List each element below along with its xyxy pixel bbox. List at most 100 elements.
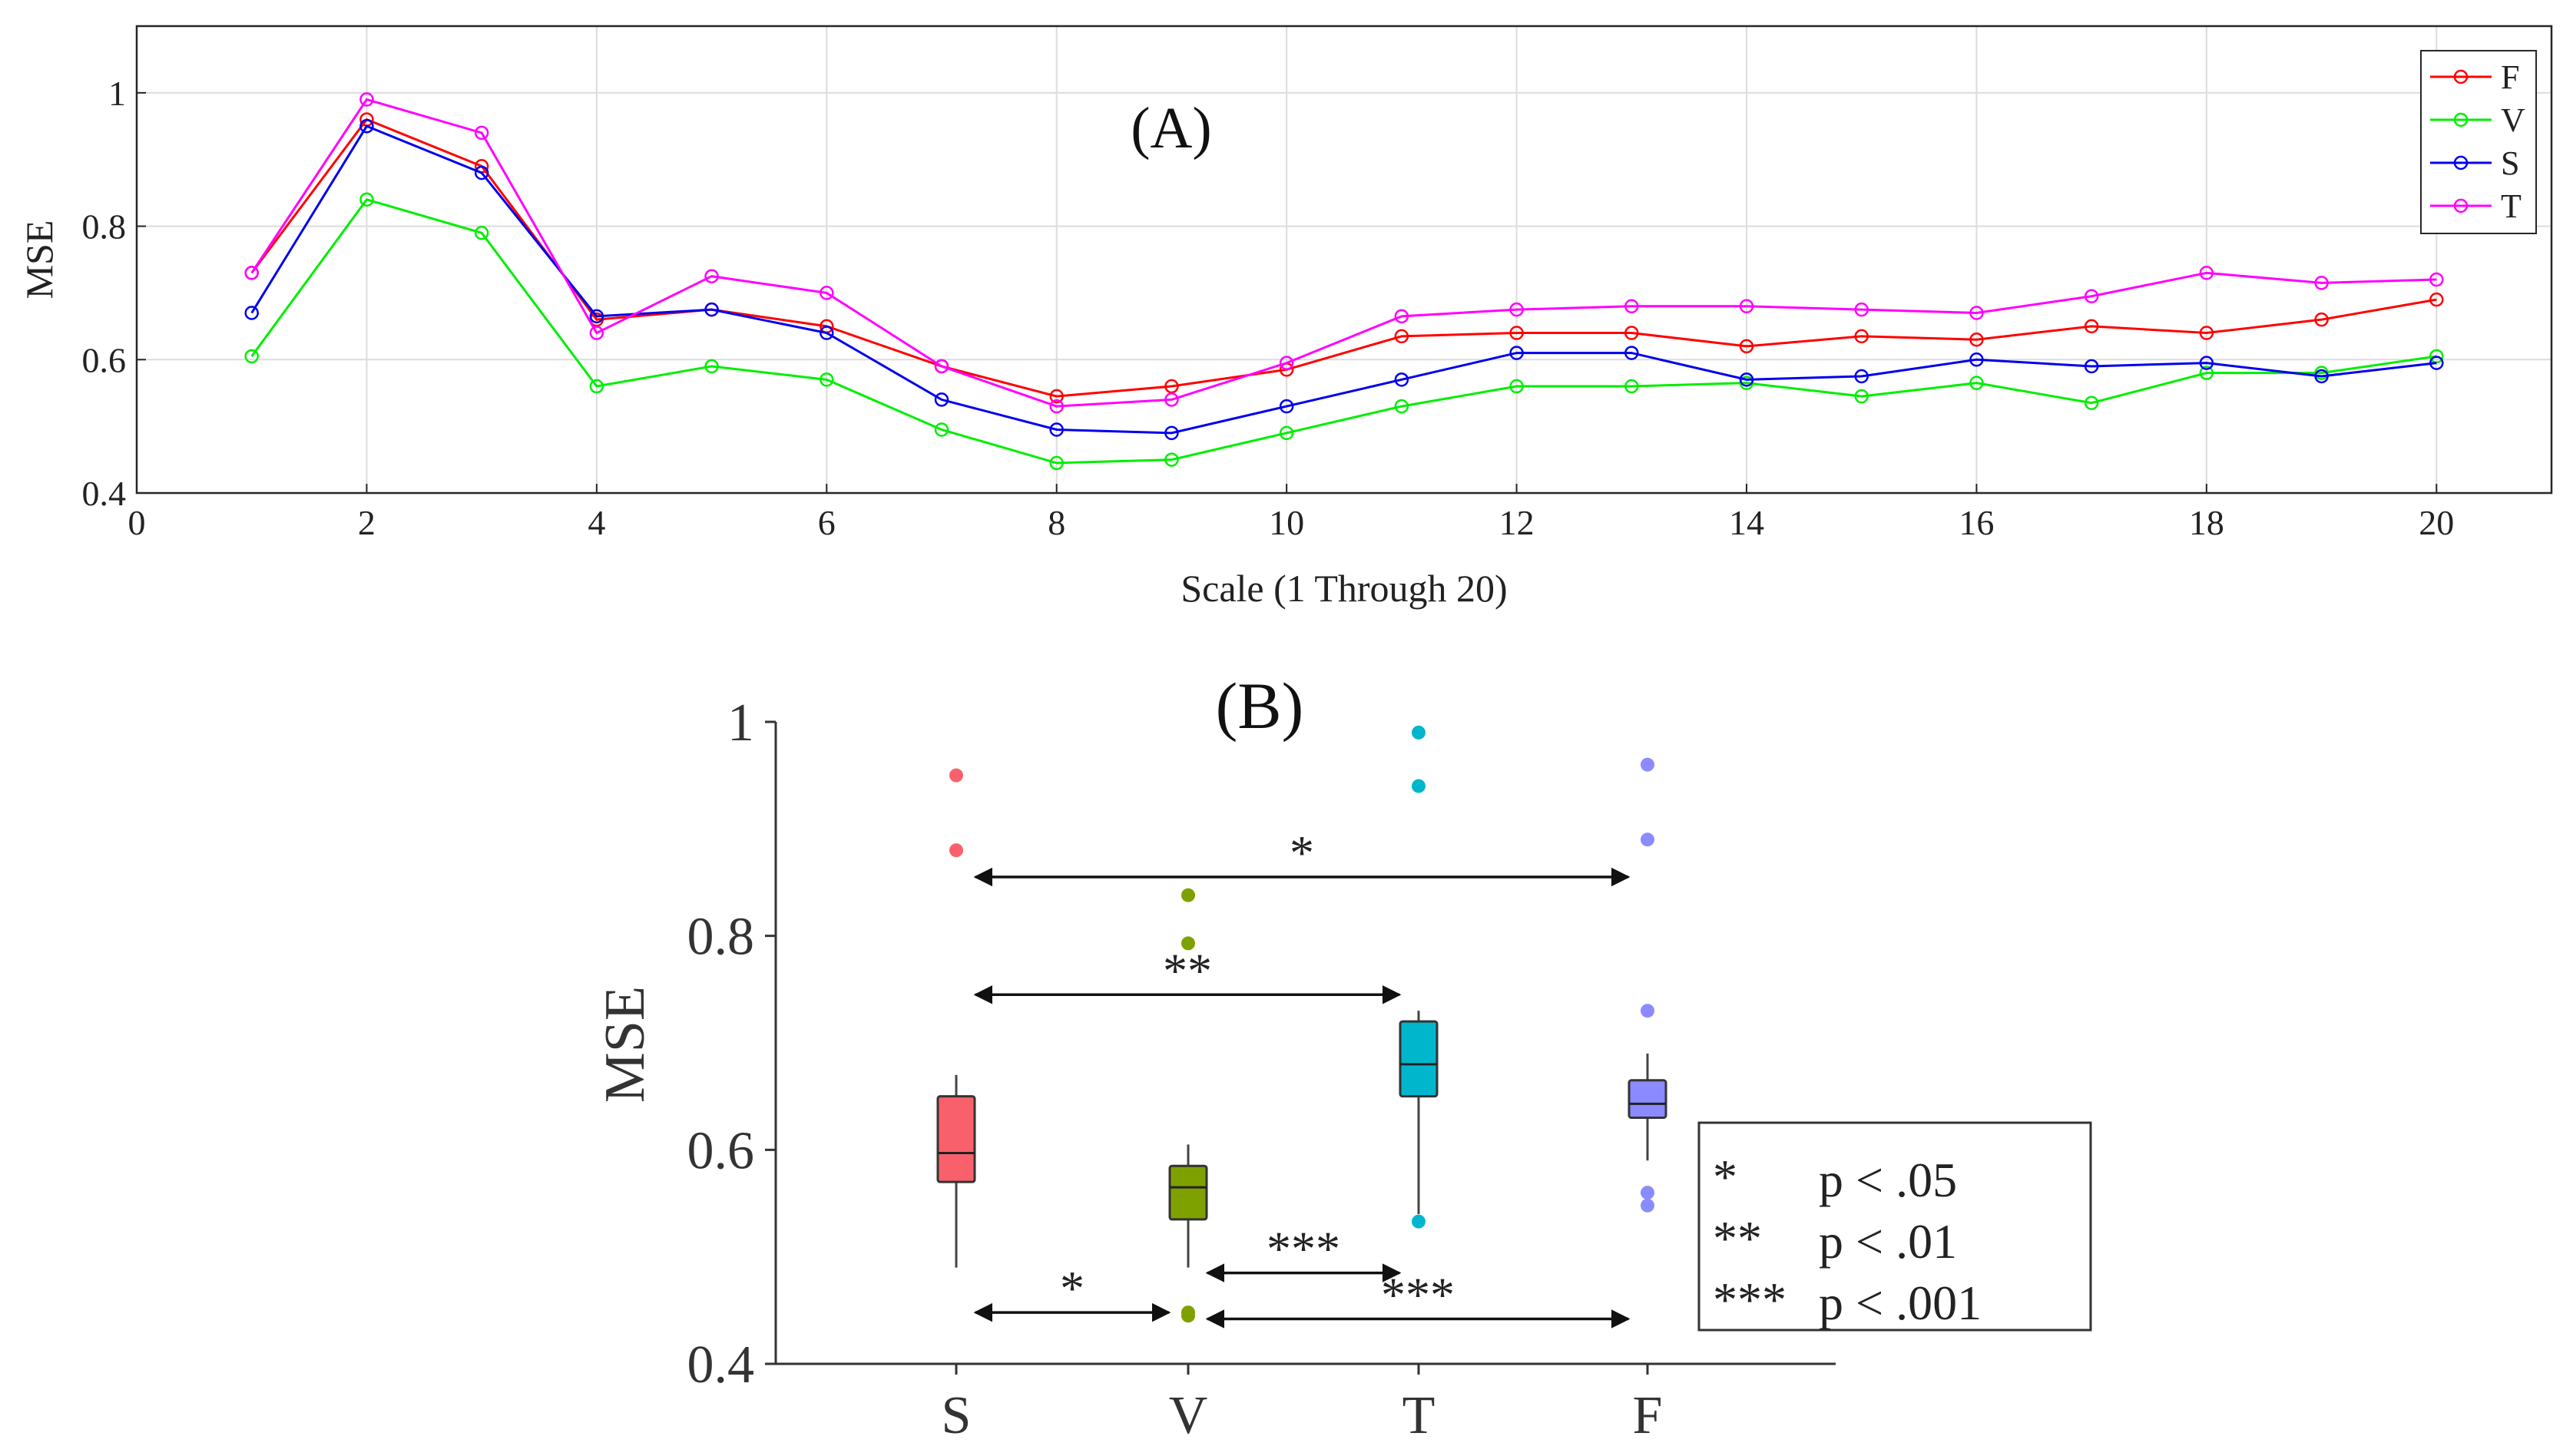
panel-a-axes-box bbox=[135, 25, 2553, 495]
series-point-S bbox=[589, 309, 604, 324]
y-tick-label: 1 bbox=[727, 693, 754, 753]
y-tick-label: 0.8 bbox=[687, 908, 755, 967]
x-tick-label: S bbox=[942, 1386, 972, 1445]
outlier-V bbox=[1181, 1305, 1195, 1320]
series-point-S bbox=[359, 119, 374, 134]
y-tick-label: 0.6 bbox=[82, 340, 127, 379]
series-point-V bbox=[1164, 452, 1179, 467]
y-tick-label: 0.6 bbox=[687, 1121, 755, 1180]
legend-label-S: S bbox=[2501, 144, 2519, 182]
box-T bbox=[1399, 1020, 1439, 1098]
series-point-V bbox=[1049, 455, 1064, 471]
y-tick-label: 0.8 bbox=[82, 207, 127, 247]
outlier-F bbox=[1641, 757, 1654, 772]
series-point-T bbox=[244, 266, 259, 280]
x-tick-label: 2 bbox=[358, 503, 376, 542]
series-point-T bbox=[704, 269, 719, 283]
x-tick-label: 18 bbox=[2189, 503, 2224, 542]
series-point-T bbox=[2314, 276, 2329, 290]
series-point-T bbox=[1164, 392, 1179, 407]
series-point-F bbox=[1739, 339, 1754, 354]
series-point-V bbox=[704, 359, 719, 374]
series-point-S bbox=[820, 326, 834, 340]
series-line-S bbox=[250, 124, 2437, 435]
panel-a-ylabel: MSE bbox=[18, 220, 61, 299]
series-point-S bbox=[1624, 346, 1639, 360]
y-tick-label: 1 bbox=[108, 74, 126, 113]
legend-marker-T bbox=[2453, 198, 2469, 213]
series-point-T bbox=[934, 359, 949, 374]
series-point-T bbox=[820, 286, 834, 300]
series-point-T bbox=[1624, 299, 1639, 314]
series-point-F bbox=[1164, 379, 1179, 394]
series-line-V bbox=[250, 198, 2437, 465]
series-point-V bbox=[474, 226, 489, 240]
series-point-F bbox=[1394, 329, 1409, 344]
series-point-F bbox=[2199, 326, 2214, 340]
legend-symbol: * bbox=[1713, 1150, 1737, 1204]
series-point-S bbox=[2084, 359, 2099, 374]
outlier-F bbox=[1641, 1198, 1654, 1213]
panel-a-title: (A) bbox=[1131, 96, 1212, 160]
x-tick-label: 14 bbox=[1729, 503, 1764, 542]
series-point-V bbox=[934, 422, 949, 437]
series-point-V bbox=[2199, 366, 2214, 380]
series-point-V bbox=[1279, 425, 1294, 441]
series-point-S bbox=[474, 165, 489, 180]
series-point-V bbox=[359, 192, 374, 207]
series-point-S bbox=[1739, 372, 1754, 387]
series-point-F bbox=[1969, 332, 1984, 347]
legend-label-F: F bbox=[2501, 58, 2519, 96]
y-tick-label: 0.4 bbox=[687, 1335, 755, 1395]
outlier-S bbox=[949, 768, 963, 783]
outlier-T bbox=[1412, 779, 1426, 793]
series-point-S bbox=[1509, 346, 1524, 360]
outlier-F bbox=[1641, 832, 1654, 847]
x-tick-label: V bbox=[1169, 1386, 1208, 1445]
series-point-S bbox=[244, 306, 259, 320]
panel-b-ylabel: MSE bbox=[594, 986, 657, 1103]
series-point-F bbox=[1854, 329, 1869, 344]
legend-label-T: T bbox=[2501, 187, 2522, 225]
x-tick-label: 16 bbox=[1959, 503, 1994, 542]
outlier-F bbox=[1641, 1186, 1654, 1200]
series-point-T bbox=[2429, 272, 2444, 287]
series-point-V bbox=[1624, 379, 1639, 394]
y-tick-label: 0.4 bbox=[82, 474, 127, 513]
series-line-T bbox=[250, 98, 2437, 408]
series-point-S bbox=[1279, 399, 1294, 414]
series-point-T bbox=[1279, 356, 1294, 370]
series-point-V bbox=[1969, 376, 1984, 390]
series-point-S bbox=[2314, 369, 2329, 384]
series-point-V bbox=[589, 379, 604, 394]
series-point-V bbox=[244, 349, 259, 364]
legend-marker-V bbox=[2453, 112, 2469, 127]
series-point-V bbox=[1394, 399, 1409, 414]
box-F bbox=[1628, 1079, 1667, 1120]
panel-b-box-plot: 0.40.60.81S V T F**********(B)MSE* p < .05**… bbox=[594, 669, 2092, 1445]
panel-a-plot-area bbox=[137, 26, 2551, 493]
outlier-T bbox=[1412, 725, 1426, 740]
series-point-T bbox=[1969, 306, 1984, 320]
box-S bbox=[936, 1095, 976, 1183]
outlier-V bbox=[1181, 936, 1195, 951]
x-tick-label: T bbox=[1402, 1386, 1436, 1445]
series-point-F bbox=[2084, 319, 2099, 334]
series-point-S bbox=[2199, 356, 2214, 370]
significance-label-S-F: * bbox=[1290, 826, 1314, 880]
panel-b-title: (B) bbox=[1216, 669, 1304, 743]
x-tick-label: 12 bbox=[1499, 503, 1535, 542]
significance-label-S-T: ** bbox=[1163, 943, 1212, 998]
series-point-V bbox=[820, 372, 834, 387]
series-point-T bbox=[589, 326, 604, 340]
panel-b-legend-box bbox=[1697, 1121, 2092, 1332]
x-tick-label: 20 bbox=[2419, 503, 2454, 542]
significance-label-S-V: * bbox=[1060, 1261, 1085, 1315]
series-point-F bbox=[1049, 389, 1064, 404]
outlier-T bbox=[1412, 1214, 1426, 1229]
x-tick-label: 10 bbox=[1269, 503, 1304, 542]
series-point-S bbox=[2429, 356, 2444, 370]
x-tick-label: 0 bbox=[128, 503, 146, 542]
panel-a-xlabel: Scale (1 Through 20) bbox=[1181, 567, 1507, 610]
